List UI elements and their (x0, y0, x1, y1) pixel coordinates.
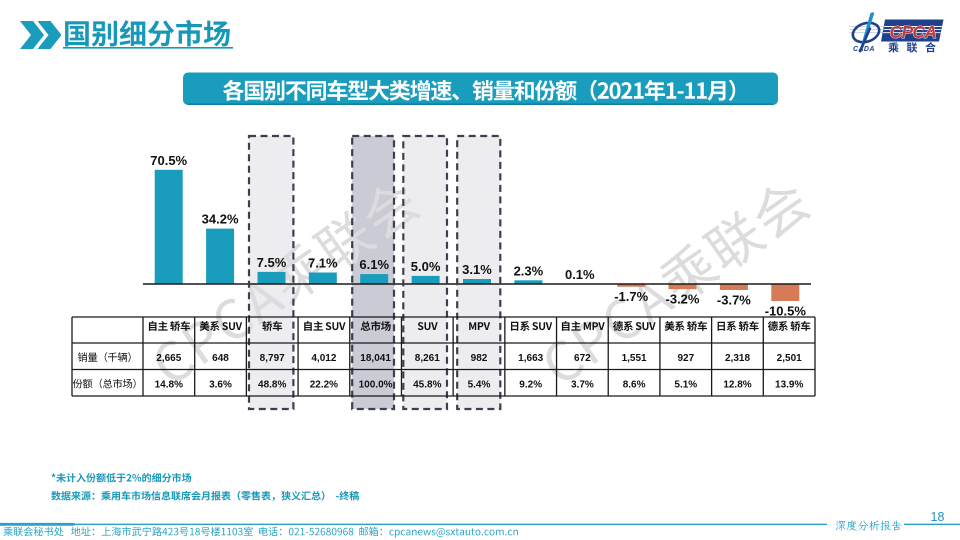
svg-text:8.6%: 8.6% (623, 380, 646, 391)
svg-text:7.1%: 7.1% (308, 256, 338, 271)
svg-text:2,665: 2,665 (156, 353, 181, 364)
svg-text:5.0%: 5.0% (411, 259, 441, 274)
svg-text:8,261: 8,261 (415, 353, 440, 364)
svg-text:12.8%: 12.8% (723, 380, 751, 391)
svg-text:6.1%: 6.1% (359, 257, 389, 272)
svg-text:1,551: 1,551 (622, 353, 647, 364)
svg-text:14.8%: 14.8% (155, 380, 183, 391)
svg-text:9.2%: 9.2% (519, 380, 542, 391)
svg-text:1,663: 1,663 (518, 353, 543, 364)
svg-text:-3.2%: -3.2% (666, 292, 700, 307)
svg-text:3.7%: 3.7% (571, 380, 594, 391)
svg-text:648: 648 (212, 353, 229, 364)
svg-text:0.1%: 0.1% (565, 267, 595, 282)
svg-text:22.2%: 22.2% (310, 380, 338, 391)
svg-text:-10.5%: -10.5% (765, 303, 807, 318)
svg-text:2,501: 2,501 (777, 353, 802, 364)
svg-text:-3.7%: -3.7% (717, 292, 751, 307)
svg-text:-1.7%: -1.7% (614, 289, 648, 304)
svg-text:3.1%: 3.1% (462, 262, 492, 277)
svg-text:13.9%: 13.9% (775, 380, 803, 391)
svg-text:100.0%: 100.0% (359, 380, 393, 391)
svg-text:34.2%: 34.2% (202, 212, 239, 227)
svg-text:982: 982 (471, 353, 488, 364)
svg-text:45.8%: 45.8% (413, 380, 441, 391)
svg-text:4,012: 4,012 (311, 353, 336, 364)
svg-text:CPCA: CPCA (890, 22, 937, 42)
svg-text:48.8%: 48.8% (258, 380, 286, 391)
svg-text:3.6%: 3.6% (209, 380, 232, 391)
svg-text:70.5%: 70.5% (150, 153, 187, 168)
svg-text:2,318: 2,318 (725, 353, 750, 364)
svg-text:2.3%: 2.3% (514, 263, 544, 278)
svg-text:672: 672 (574, 353, 591, 364)
svg-text:7.5%: 7.5% (257, 255, 287, 270)
svg-text:927: 927 (677, 353, 694, 364)
svg-text:5.1%: 5.1% (674, 380, 697, 391)
svg-text:18,041: 18,041 (360, 353, 391, 364)
svg-text:CADA: CADA (853, 46, 875, 53)
svg-text:5.4%: 5.4% (468, 380, 491, 391)
svg-text:8,797: 8,797 (260, 353, 285, 364)
svg-text:18: 18 (931, 510, 945, 524)
